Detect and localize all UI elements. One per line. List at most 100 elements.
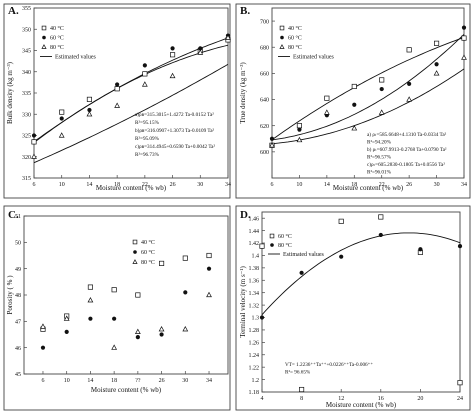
equation-text: R²=96.73% bbox=[135, 152, 160, 158]
x-tick-label: 34 bbox=[225, 182, 231, 188]
panel-border bbox=[3, 3, 231, 199]
data-point bbox=[64, 329, 69, 334]
data-point bbox=[323, 109, 330, 115]
data-point bbox=[259, 315, 265, 320]
y-tick-label: 335 bbox=[22, 91, 31, 97]
data-point bbox=[170, 46, 175, 51]
fitted-curve bbox=[261, 232, 461, 316]
equation-text: R²=94.20% bbox=[367, 140, 392, 146]
data-point bbox=[407, 81, 412, 86]
y-tick-label: 1.38 bbox=[249, 266, 260, 272]
x-tick-label: 34 bbox=[206, 378, 212, 384]
y-tick-label: 680 bbox=[260, 45, 269, 51]
data-point bbox=[87, 284, 93, 290]
legend-marker bbox=[280, 35, 284, 40]
legend-marker bbox=[132, 239, 138, 245]
x-tick-label: 30 bbox=[182, 378, 188, 384]
data-point bbox=[461, 54, 467, 60]
plot-area bbox=[261, 211, 461, 393]
data-point bbox=[461, 35, 467, 41]
data-point bbox=[351, 125, 358, 131]
data-point bbox=[31, 139, 37, 145]
y-tick-label: 1.18 bbox=[249, 390, 260, 396]
y-tick-label: 355 bbox=[22, 6, 31, 12]
data-point bbox=[141, 81, 148, 87]
data-point bbox=[379, 86, 384, 92]
x-axis-label: Moisture content (% wb) bbox=[326, 401, 397, 409]
data-point bbox=[58, 132, 65, 138]
x-tick-label: 26 bbox=[170, 182, 176, 188]
legend-marker bbox=[42, 35, 46, 40]
data-point bbox=[296, 123, 302, 129]
x-tick-label: 14 bbox=[86, 182, 92, 188]
y-tick-label: 1.22 bbox=[249, 365, 260, 371]
data-point bbox=[378, 109, 385, 115]
y-tick-label: 340 bbox=[22, 70, 31, 76]
fitted-curve bbox=[33, 63, 229, 164]
data-point bbox=[225, 34, 231, 40]
chart-panel: A. 315 320 325 330 335 340 345 350 355 6 10 14 18 22 26… bbox=[3, 3, 231, 199]
panel-label: D. bbox=[240, 209, 251, 221]
x-tick-label: 6 bbox=[33, 182, 36, 188]
data-point bbox=[379, 77, 385, 83]
data-point bbox=[259, 243, 265, 249]
legend-marker bbox=[269, 233, 275, 239]
data-point bbox=[299, 386, 305, 393]
data-point bbox=[339, 254, 344, 259]
legend-label: 60 °C bbox=[50, 35, 64, 42]
data-point bbox=[351, 83, 357, 90]
data-point bbox=[378, 232, 383, 238]
data-point bbox=[457, 380, 463, 386]
x-tick-label: 16 bbox=[378, 396, 384, 402]
panel-label: B. bbox=[240, 5, 250, 17]
plot-area bbox=[23, 215, 229, 375]
x-tick-label: 26 bbox=[159, 378, 165, 384]
x-tick-label: 14 bbox=[87, 378, 93, 384]
legend-marker bbox=[132, 259, 138, 264]
data-point bbox=[434, 62, 439, 67]
equation-text: c)ρₜ=605.2830-0.1805 Ta+0.0556 Ta² bbox=[367, 161, 445, 168]
data-point bbox=[59, 109, 65, 115]
data-point bbox=[170, 52, 176, 58]
legend-marker bbox=[279, 25, 285, 31]
legend-label: 40 °C bbox=[288, 25, 302, 32]
y-tick-label: 51 bbox=[15, 214, 21, 220]
y-tick-label: 48 bbox=[15, 293, 21, 299]
equation-text: c)ρʙ=314.4945+0.6590 Ta+0.0042 Ta² bbox=[135, 143, 215, 150]
data-point bbox=[206, 252, 212, 259]
data-point bbox=[324, 95, 330, 101]
y-tick-label: 315 bbox=[22, 176, 31, 182]
y-tick-label: 350 bbox=[22, 27, 31, 33]
panel-border bbox=[235, 3, 471, 199]
x-tick-label: 18 bbox=[114, 182, 120, 188]
x-tick-label: 6 bbox=[271, 182, 274, 188]
data-point bbox=[183, 290, 188, 295]
equation-text: b)ρʙ=316.0907+1.3073 Ta-0.0109 Ta² bbox=[135, 127, 215, 134]
legend-label: Estimated values bbox=[55, 55, 96, 61]
x-tick-label: 18 bbox=[351, 182, 357, 188]
x-tick-label: ?? bbox=[135, 378, 141, 384]
y-tick-label: 1.4 bbox=[252, 254, 260, 260]
y-tick-label: 1.28 bbox=[249, 328, 260, 334]
x-tick-label: 10 bbox=[59, 182, 65, 188]
x-tick-label: 6 bbox=[41, 378, 44, 384]
data-point bbox=[31, 153, 37, 159]
y-tick-label: 49 bbox=[15, 267, 21, 273]
x-tick-label: 30 bbox=[434, 182, 440, 188]
legend-label: 40 °C bbox=[141, 239, 155, 246]
x-tick-label: 10 bbox=[64, 378, 70, 384]
y-tick-label: 320 bbox=[22, 155, 31, 161]
y-tick-label: 330 bbox=[22, 112, 31, 118]
equation-text: R²=95.09% bbox=[135, 136, 160, 142]
data-point bbox=[59, 116, 64, 121]
x-axis-label: Moisture content (% wb) bbox=[96, 184, 167, 192]
x-tick-label: 30 bbox=[197, 182, 203, 188]
y-tick-label: 50 bbox=[15, 241, 21, 247]
data-point bbox=[182, 325, 189, 332]
legend-label: 80 °C bbox=[141, 259, 155, 266]
equation-text: VT= 1.2236⁺⁺Ta⁺⁺+0.0226⁺⁺Ta-0.006⁺⁺ bbox=[285, 362, 373, 368]
y-tick-label: 600 bbox=[260, 150, 269, 156]
data-point bbox=[31, 133, 37, 138]
y-axis-label: True density (kg m⁻³) bbox=[239, 62, 247, 124]
data-point bbox=[111, 287, 117, 293]
